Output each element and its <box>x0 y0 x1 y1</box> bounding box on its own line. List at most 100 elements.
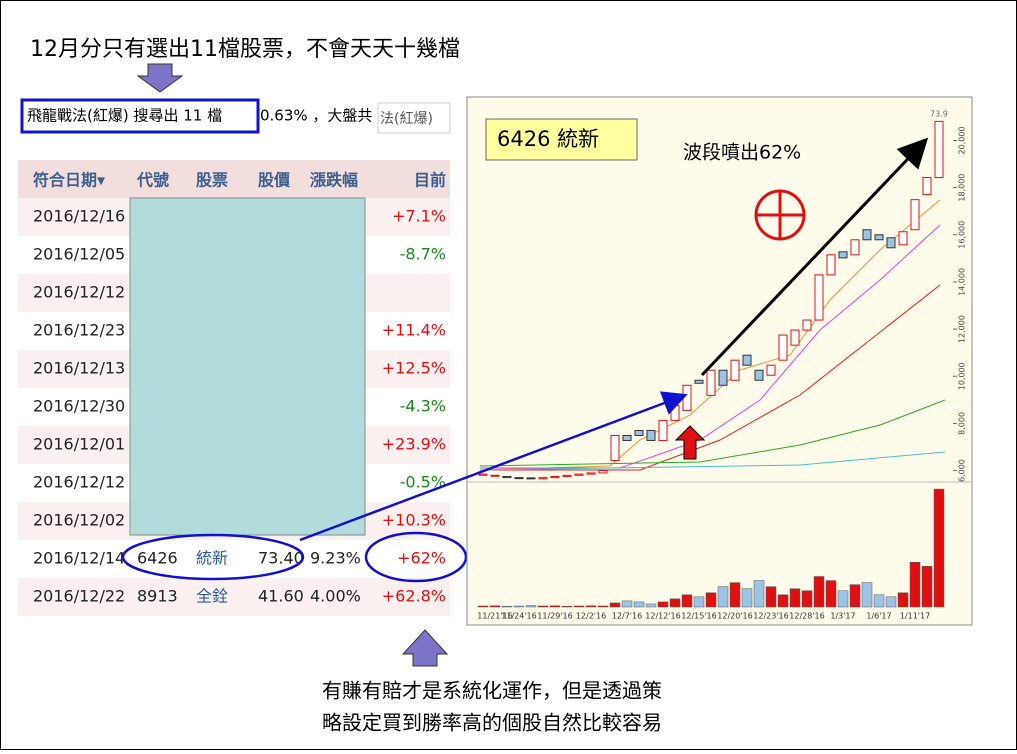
candle <box>874 234 884 241</box>
candle <box>550 475 560 479</box>
candle <box>802 319 812 331</box>
mask-box <box>129 197 366 536</box>
candle <box>766 364 776 376</box>
volume-bar <box>921 566 933 608</box>
table-cell: 8913 <box>137 587 178 606</box>
y-tick-label: 8,000 <box>958 412 967 435</box>
volume-bar <box>477 605 489 608</box>
table-cell: 統新 <box>196 549 228 568</box>
volume-bar <box>705 592 717 608</box>
candle <box>814 274 824 321</box>
return-cell: +23.9% <box>382 435 446 454</box>
moving-average <box>479 399 946 467</box>
candle <box>682 384 692 411</box>
volume-bar <box>933 488 945 608</box>
candle <box>694 379 704 384</box>
column-header[interactable]: 漲跌幅 <box>310 171 358 190</box>
candle <box>490 474 500 477</box>
table-cell: 73.40 <box>258 549 304 568</box>
volume-bar <box>501 605 513 608</box>
screener-header-rest: 0.63% ，大盤共 <box>260 107 372 125</box>
table-cell: 41.60 <box>258 587 304 606</box>
column-header[interactable]: 目前 <box>414 171 446 190</box>
candle <box>826 254 836 276</box>
table-cell: 2016/12/16 <box>33 207 125 226</box>
x-tick-label: 12/28'16 <box>789 612 824 621</box>
return-cell: +62% <box>397 549 446 568</box>
x-tick-label: 12/2'16 <box>576 612 606 621</box>
volume-bar <box>861 582 873 608</box>
candle <box>478 473 488 476</box>
candle <box>610 434 620 462</box>
volume-bar <box>633 601 645 608</box>
candle <box>742 354 752 366</box>
candle <box>586 472 596 475</box>
y-tick-label: 18,000 <box>958 174 967 202</box>
candle <box>670 404 680 421</box>
candle <box>514 477 524 480</box>
volume-bar <box>573 605 585 608</box>
volume-bar <box>489 605 501 608</box>
candle <box>778 334 788 361</box>
x-tick-label: 11/24'16 <box>501 612 536 621</box>
volume-bar <box>837 590 849 608</box>
cross-circle <box>754 189 806 241</box>
footer-text: 略設定買到勝率高的個股自然比較容易 <box>322 711 662 735</box>
candle <box>562 474 572 477</box>
return-cell: +7.1% <box>392 207 446 226</box>
candle <box>574 473 584 476</box>
moving-average <box>479 199 941 471</box>
column-header[interactable]: 股價 <box>258 171 291 190</box>
volume-bar <box>537 605 549 608</box>
volume-bar <box>645 603 657 608</box>
volume-bar <box>765 586 777 608</box>
candle <box>538 477 548 480</box>
table-cell: 6426 <box>137 549 178 568</box>
return-cell: +10.3% <box>382 511 446 530</box>
candle <box>634 429 644 436</box>
tab[interactable] <box>377 102 451 134</box>
return-cell: +11.4% <box>382 321 446 340</box>
table-row-bg <box>18 578 450 616</box>
candle <box>718 369 728 386</box>
column-header[interactable]: 代號 <box>136 171 169 190</box>
up-arrow-footer <box>401 629 449 667</box>
column-header[interactable]: 符合日期▾ <box>33 171 105 190</box>
candle <box>922 177 932 196</box>
candle <box>730 359 740 381</box>
x-tick-label: 12/7'16 <box>612 612 642 621</box>
down-arrow <box>136 63 184 93</box>
candle <box>622 434 632 441</box>
candle <box>886 237 896 249</box>
x-tick-label: 1/11'17 <box>900 612 930 621</box>
table-cell: 2016/12/12 <box>33 473 125 492</box>
candle <box>862 229 872 241</box>
x-tick-label: 12/20'16 <box>717 612 752 621</box>
x-tick-label: 12/15'16 <box>681 612 716 621</box>
header-highlight <box>20 98 260 134</box>
table-cell: 2016/12/05 <box>33 245 125 264</box>
volume-bar <box>885 596 897 608</box>
screener-header: 飛龍戰法(紅爆) 搜尋出 11 檔 <box>27 107 222 125</box>
table-cell: 2016/12/14 <box>33 549 125 568</box>
volume-bar <box>609 602 621 608</box>
volume-bar <box>513 605 525 608</box>
x-tick-label: 12/12'16 <box>645 612 680 621</box>
moving-average <box>479 451 946 471</box>
highlight-ellipse <box>364 531 468 583</box>
x-tick-label: 11/29'16 <box>537 612 572 621</box>
volume-bar <box>561 605 573 608</box>
volume-bar <box>873 594 885 608</box>
volume-bar <box>681 594 693 608</box>
candle <box>502 475 512 479</box>
candle <box>790 329 800 346</box>
table-cell: 2016/12/23 <box>33 321 125 340</box>
volume-bar <box>801 590 813 608</box>
volume-bar <box>909 562 921 608</box>
x-tick-label: 1/6'17 <box>866 612 891 621</box>
tab-label[interactable]: 法(紅爆) <box>380 111 433 127</box>
volume-bar <box>585 605 597 608</box>
up-arrow <box>674 425 706 460</box>
column-header[interactable]: 股票 <box>196 171 228 190</box>
